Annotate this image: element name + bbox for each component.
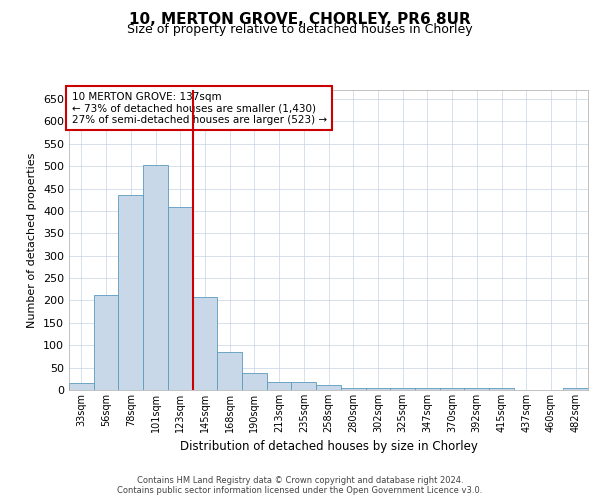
- Bar: [267, 382, 292, 390]
- Bar: [292, 382, 316, 390]
- Bar: [69, 384, 94, 390]
- Bar: [415, 388, 440, 390]
- Bar: [316, 385, 341, 390]
- X-axis label: Distribution of detached houses by size in Chorley: Distribution of detached houses by size …: [179, 440, 478, 454]
- Text: Size of property relative to detached houses in Chorley: Size of property relative to detached ho…: [127, 22, 473, 36]
- Bar: [242, 373, 267, 390]
- Bar: [94, 295, 118, 390]
- Bar: [143, 165, 168, 390]
- Text: 10, MERTON GROVE, CHORLEY, PR6 8UR: 10, MERTON GROVE, CHORLEY, PR6 8UR: [129, 12, 471, 28]
- Bar: [390, 388, 415, 390]
- Bar: [464, 388, 489, 390]
- Text: 10 MERTON GROVE: 137sqm
← 73% of detached houses are smaller (1,430)
27% of semi: 10 MERTON GROVE: 137sqm ← 73% of detache…: [71, 92, 327, 124]
- Bar: [193, 298, 217, 390]
- Y-axis label: Number of detached properties: Number of detached properties: [28, 152, 37, 328]
- Bar: [365, 388, 390, 390]
- Text: Contains public sector information licensed under the Open Government Licence v3: Contains public sector information licen…: [118, 486, 482, 495]
- Text: Contains HM Land Registry data © Crown copyright and database right 2024.: Contains HM Land Registry data © Crown c…: [137, 476, 463, 485]
- Bar: [440, 388, 464, 390]
- Bar: [489, 388, 514, 390]
- Bar: [118, 195, 143, 390]
- Bar: [341, 388, 365, 390]
- Bar: [563, 388, 588, 390]
- Bar: [217, 352, 242, 390]
- Bar: [168, 208, 193, 390]
